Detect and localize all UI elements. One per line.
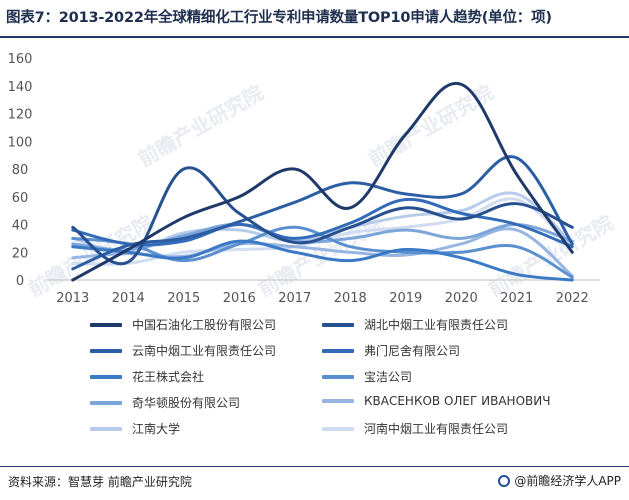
brand: @前瞻经济学人APP	[498, 472, 621, 489]
x-tick-label: 2015	[167, 291, 200, 306]
x-axis: 2013 2014 2015 2016 2017 2018 2019 2020 2021 2022	[45, 279, 600, 306]
legend-swatch	[322, 348, 354, 353]
series-line	[71, 166, 574, 266]
x-tick-label: 2017	[278, 291, 311, 306]
y-tick-label: 60	[12, 191, 29, 206]
legend-item: 云南中烟工业有限责任公司	[90, 342, 276, 359]
series-line	[71, 239, 574, 282]
legend-label: 宝洁公司	[364, 370, 413, 384]
legend-swatch	[322, 399, 354, 403]
brand-logo-icon	[498, 474, 511, 487]
legend-label: 云南中烟工业有限责任公司	[132, 344, 277, 358]
x-tick-label: 2020	[445, 291, 478, 306]
y-tick-label: 80	[12, 163, 29, 178]
x-tick-label: 2013	[56, 291, 89, 306]
brand-label: @前瞻经济学人APP	[514, 474, 621, 488]
legend-item: КВАСЕНКОВ ОЛЕГ ИВАНОВИЧ	[322, 394, 550, 408]
legend-item: 中国石油化工股份有限公司	[90, 316, 276, 333]
source-note: 资料来源：智慧芽 前瞻产业研究院	[8, 475, 192, 489]
x-tick-label: 2019	[389, 291, 422, 306]
legend-label: 湖北中烟工业有限责任公司	[364, 318, 509, 332]
y-tick-label: 140	[8, 80, 33, 95]
y-tick-label: 20	[12, 246, 29, 261]
y-tick-label: 40	[12, 219, 29, 234]
legend-label: 弗门尼舍有限公司	[364, 344, 461, 358]
legend-item: 江南大学	[90, 420, 180, 437]
series-line	[71, 155, 574, 271]
legend-item: 奇华顿股份有限公司	[90, 394, 240, 411]
legend-label: КВАСЕНКОВ ОЛЕГ ИВАНОВИЧ	[364, 394, 551, 408]
legend-item: 湖北中烟工业有限责任公司	[322, 316, 508, 333]
legend-swatch	[322, 426, 354, 431]
legend-label: 花王株式会社	[132, 370, 205, 384]
chart-title: 图表7：2013-2022年全球精细化工行业专利申请数量TOP10申请人趋势(单…	[6, 10, 552, 26]
legend-swatch	[90, 348, 122, 353]
legend-swatch	[90, 322, 122, 327]
legend-item: 弗门尼舍有限公司	[322, 342, 460, 359]
legend-label: 河南中烟工业有限责任公司	[364, 422, 509, 436]
y-tick-label: 100	[8, 135, 33, 150]
legend-swatch	[90, 426, 122, 431]
x-tick-label: 2021	[500, 291, 533, 306]
x-tick-label: 2022	[556, 291, 589, 306]
y-tick-label: 120	[8, 108, 33, 123]
legend-item: 河南中烟工业有限责任公司	[322, 420, 508, 437]
footer-divider	[0, 466, 629, 467]
series-lines	[71, 81, 574, 282]
y-axis-ticks: 0 20 40 60 80 100 120 140 160	[8, 52, 33, 289]
legend-label: 中国石油化工股份有限公司	[132, 318, 277, 332]
legend-item: 花王株式会社	[90, 368, 204, 385]
legend-swatch	[90, 400, 122, 405]
x-tick-label: 2014	[112, 291, 145, 306]
legend-swatch	[322, 374, 354, 379]
x-tick-label: 2018	[334, 291, 367, 306]
x-tick-label: 2016	[223, 291, 256, 306]
y-tick-label: 0	[16, 274, 24, 289]
series-line	[71, 197, 574, 249]
legend-swatch	[90, 374, 122, 379]
y-tick-label: 160	[8, 52, 33, 67]
legend-label: 江南大学	[132, 422, 181, 436]
series-line	[71, 81, 574, 282]
legend-item: 宝洁公司	[322, 368, 412, 385]
legend-label: 奇华顿股份有限公司	[132, 396, 241, 410]
legend-swatch	[322, 322, 354, 327]
title-divider	[0, 36, 629, 38]
